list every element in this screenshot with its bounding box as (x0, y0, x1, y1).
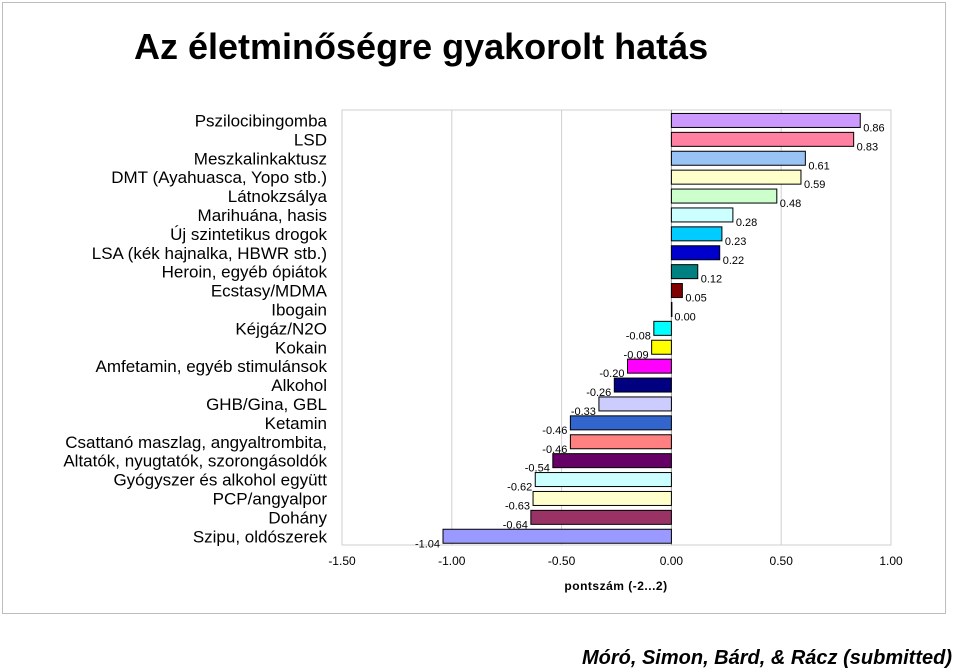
bar (552, 453, 672, 469)
category-label: Kokain (275, 338, 327, 357)
bar (613, 377, 672, 393)
bar (670, 245, 721, 261)
category-label: Új szintetikus drogok (170, 225, 327, 244)
bar (670, 112, 861, 128)
data-label: 0.12 (701, 274, 722, 286)
data-label: -0.20 (599, 368, 624, 380)
data-label: 0.61 (808, 160, 829, 172)
category-label: DMT (Ayahuasca, Yopo stb.) (111, 168, 327, 187)
data-label: 0.83 (857, 141, 878, 153)
x-axis-label: pontszám (-2...2) (564, 579, 667, 593)
data-label: -0.46 (542, 444, 567, 456)
data-label: -0.63 (505, 500, 530, 512)
bar (670, 264, 699, 280)
bar (670, 188, 778, 204)
data-label: 0.86 (863, 122, 884, 134)
category-label: Heroin, egyéb ópiátok (162, 263, 328, 282)
category-label: LSD (294, 130, 327, 149)
category-label: Gyógyszer és alkohol együtt (113, 471, 327, 490)
category-label: Meszkalinkaktusz (194, 149, 327, 168)
category-label: PCP/angyalpor (213, 489, 328, 508)
category-label: GHB/Gina, GBL (206, 395, 327, 414)
data-label: 0.22 (723, 255, 744, 267)
chart-frame (2, 2, 946, 614)
category-label: Kéjgáz/N2O (235, 319, 327, 338)
category-label: Látnokzsálya (228, 187, 328, 206)
bar (670, 283, 683, 299)
data-label: 0.05 (685, 293, 706, 305)
data-labels: 0.86 0.83 0.61 0.590.48 0.28 0.23 0.220.12 0.05… (415, 122, 885, 550)
bar (569, 415, 672, 431)
category-label: Dohány (268, 508, 327, 527)
category-label: Ibogain (271, 300, 327, 319)
citation: Móró, Simon, Bárd, & Rácz (submitted) (581, 647, 952, 669)
bar (534, 472, 672, 488)
data-label: 0.00 (674, 311, 695, 323)
x-tick-label: -1.50 (328, 554, 356, 568)
category-label: Pszilocibingomba (195, 111, 328, 130)
category-label: Szipu, oldószerek (193, 527, 328, 546)
bar (670, 226, 723, 242)
bar (530, 509, 672, 525)
bar (651, 339, 672, 355)
data-label: -0.08 (626, 330, 651, 342)
data-label: -0.46 (542, 425, 567, 437)
data-label: -0.33 (571, 406, 596, 418)
bar (626, 358, 672, 374)
category-label: Ecstasy/MDMA (211, 282, 328, 301)
category-label: Amfetamin, egyéb stimulánsok (96, 357, 328, 376)
x-tick-label: 0.00 (660, 554, 684, 568)
bars (442, 112, 861, 544)
x-tick-label: -0.50 (548, 554, 576, 568)
data-label: 0.23 (725, 236, 746, 248)
category-label: Csattanó maszlag, angyaltrombita, (65, 433, 327, 452)
category-label: Marihuána, hasis (198, 206, 327, 225)
category-label: Altatók, nyugtatók, szorongásoldók (63, 452, 327, 471)
category-label: Alkohol (271, 376, 327, 395)
bar (670, 131, 855, 147)
data-label: 0.48 (780, 198, 801, 210)
data-label: -0.64 (503, 519, 528, 531)
bar (670, 301, 673, 317)
bar (569, 434, 672, 450)
bar (442, 528, 672, 544)
category-label: LSA (kék hajnalka, HBWR stb.) (92, 244, 327, 263)
bar (653, 320, 672, 336)
data-label: -1.04 (415, 538, 440, 550)
data-label: -0.62 (507, 482, 532, 494)
data-label: -0.09 (624, 349, 649, 361)
x-tick-labels: -1.50 -1.00 -0.50 0.00 0.50 1.00 (328, 554, 903, 568)
bar (670, 150, 806, 166)
x-tick-label: 1.00 (879, 554, 903, 568)
bar (670, 207, 734, 223)
bar (532, 490, 672, 506)
x-tick-label: 0.50 (770, 554, 794, 568)
data-label: -0.26 (586, 387, 611, 399)
bar (670, 169, 802, 185)
category-label: Ketamin (265, 414, 327, 433)
slide-title: Az életminőségre gyakorolt hatás (134, 26, 709, 67)
x-tick-label: -1.00 (438, 554, 466, 568)
data-label: 0.28 (736, 217, 757, 229)
data-label: 0.59 (804, 179, 825, 191)
bar (598, 396, 672, 412)
data-label: -0.54 (525, 463, 550, 475)
